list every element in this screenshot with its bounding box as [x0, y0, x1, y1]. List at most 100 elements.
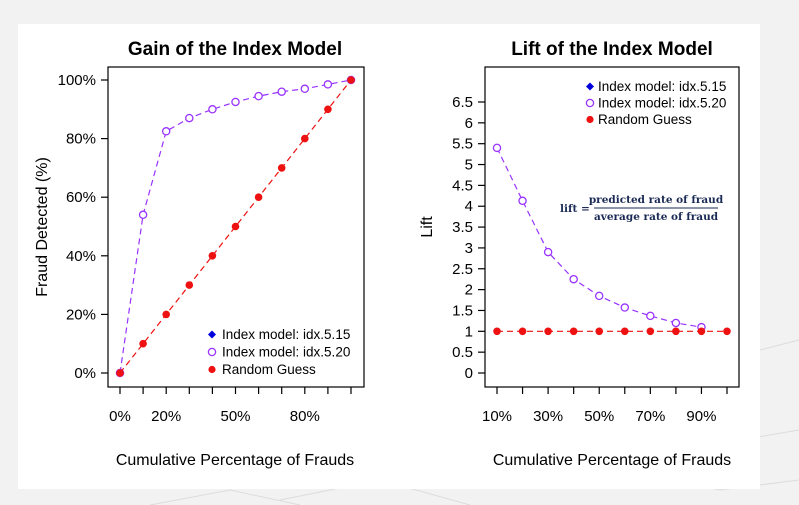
gain-random-guess-point — [139, 339, 147, 348]
legend-marker-idx-5-20 — [585, 98, 595, 108]
gain-index-point — [323, 80, 333, 89]
lift-random-guess-point — [620, 327, 629, 336]
gain-random-guess-point — [301, 134, 309, 143]
lift-x-axis-title: Cumulative Percentage of Frauds — [493, 452, 731, 469]
lift-x-axis: 10% 30% 50% 70% 90% — [482, 387, 728, 425]
legend-label-random-guess: Random Guess — [222, 362, 316, 377]
legend-marker-idx-5-15 — [208, 330, 216, 339]
gain-index-point — [300, 84, 310, 94]
lift-y-tick-label: 2.5 — [452, 261, 473, 278]
lift-y-tick-label: 0.5 — [452, 344, 473, 361]
gain-x-tick-label: 80% — [290, 408, 320, 425]
lift-index-point — [671, 318, 681, 328]
gain-random-guess-point — [208, 252, 217, 260]
lift-index-point — [620, 303, 630, 312]
legend-label-idx-5-20: Index model: idx.5.20 — [598, 96, 726, 111]
gain-y-tick-label: 100% — [58, 72, 96, 89]
legend-label-idx-5-15: Index model: idx.5.15 — [598, 79, 726, 94]
lift-random-guess-point — [569, 327, 578, 336]
lift-marks — [492, 143, 731, 336]
gain-random-guess-point — [231, 222, 240, 231]
lift-x-tick-label: 30% — [533, 408, 563, 425]
lift-formula-annotation: lift = predicted rate of fraud average r… — [560, 194, 724, 223]
lift-index-point — [518, 196, 527, 206]
gain-random-guess-point — [254, 193, 263, 201]
gain-random-guess-point — [277, 164, 286, 172]
gain-index-point — [138, 210, 148, 220]
gain-index-point — [231, 97, 240, 107]
gain-index-point — [185, 113, 194, 123]
lift-index-point — [646, 311, 655, 321]
lift-index-point — [594, 291, 604, 301]
lift-y-tick-label: 5 — [465, 157, 473, 174]
lift-y-tick-label: 3 — [465, 240, 473, 257]
lift-y-tick-label: 2 — [465, 282, 473, 299]
legend-label-idx-5-20: Index model: idx.5.20 — [222, 345, 350, 360]
gain-random-guess-point — [162, 310, 170, 319]
gain-y-tick-label: 40% — [66, 248, 96, 265]
legend-marker-idx-5-20 — [207, 347, 217, 357]
lift-index-point — [543, 247, 553, 257]
lift-y-tick-label: 4.5 — [452, 177, 473, 194]
lift-random-guess-point — [493, 327, 501, 336]
gain-x-axis: 0% 20% 50% 80% — [109, 387, 352, 425]
formula-numerator: predicted rate of fraud — [589, 194, 724, 206]
lift-legend: Index model: idx.5.15 Index model: idx.5… — [585, 79, 726, 127]
lift-y-tick-label: 1 — [465, 323, 473, 340]
gain-legend: Index model: idx.5.15 Index model: idx.5… — [207, 327, 350, 377]
gain-chart: Gain of the Index Model 0% 20% 40% 60% 80% 10… — [34, 39, 365, 469]
gain-random-guess-point — [116, 369, 124, 377]
legend-label-idx-5-15: Index model: idx.5.15 — [222, 327, 350, 342]
lift-index-point — [569, 274, 578, 284]
lift-y-tick-label: 4 — [465, 198, 473, 215]
lift-random-guess-point — [544, 327, 552, 336]
lift-random-guess-point — [595, 327, 604, 336]
gain-x-axis-title: Cumulative Percentage of Frauds — [116, 452, 354, 469]
legend-label-random-guess: Random Guess — [598, 112, 692, 127]
lift-random-guess-point — [723, 327, 731, 336]
gain-x-tick-label: 50% — [220, 408, 250, 425]
gain-index-point — [277, 87, 286, 96]
gain-y-axis: 0% 20% 40% 60% 80% 100% — [58, 72, 108, 382]
lift-random-guess-point — [518, 327, 527, 336]
gain-random-guess-point — [324, 105, 332, 114]
gain-index-point — [161, 127, 171, 136]
gain-random-guess-point — [185, 281, 194, 289]
lift-x-tick-label: 10% — [482, 408, 512, 425]
gain-marks — [115, 75, 356, 378]
lift-y-tick-label: 6 — [465, 115, 473, 132]
gain-index-point — [208, 105, 217, 114]
gain-x-tick-label: 0% — [109, 408, 131, 425]
legend-marker-random-guess — [208, 365, 216, 374]
legend-marker-idx-5-15 — [586, 82, 594, 91]
lift-y-axis-title: Lift — [419, 216, 436, 238]
gain-x-tick-label: 20% — [151, 408, 181, 425]
legend-marker-random-guess — [586, 115, 594, 124]
gain-y-tick-label: 0% — [74, 365, 96, 382]
lift-x-tick-label: 50% — [584, 408, 614, 425]
lift-x-tick-label: 70% — [635, 408, 665, 425]
lift-y-tick-label: 5.5 — [452, 136, 473, 153]
gain-y-tick-label: 80% — [66, 131, 96, 148]
gain-chart-title: Gain of the Index Model — [128, 39, 342, 60]
gain-index-point — [254, 91, 263, 101]
lift-random-guess-point — [646, 327, 655, 336]
gain-random-guess-point — [347, 76, 355, 84]
gain-y-tick-label: 60% — [66, 189, 96, 206]
gain-random-guess-series-line — [119, 79, 352, 374]
lift-y-axis: 0 0.5 1 1.5 2 2.5 3 3.5 4 4.5 5 5.5 6 6.5 — [452, 94, 485, 382]
gain-y-tick-label: 20% — [66, 306, 96, 323]
lift-random-guess-point — [672, 327, 680, 336]
lift-x-tick-label: 90% — [686, 408, 716, 425]
lift-chart: Lift of the Index Model 0 0.5 1 1.5 2 2.5 3 3.5… — [419, 39, 740, 469]
gain-y-axis-title: Fraud Detected (%) — [34, 157, 51, 297]
lift-chart-title: Lift of the Index Model — [511, 39, 713, 60]
lift-y-tick-label: 0 — [465, 365, 473, 382]
lift-index-point — [492, 143, 502, 153]
lift-y-tick-label: 3.5 — [452, 219, 473, 236]
lift-random-guess-point — [697, 327, 706, 336]
lift-y-tick-label: 6.5 — [452, 94, 473, 111]
formula-denominator: average rate of fraud — [594, 211, 719, 223]
chart-panel — [18, 24, 760, 489]
